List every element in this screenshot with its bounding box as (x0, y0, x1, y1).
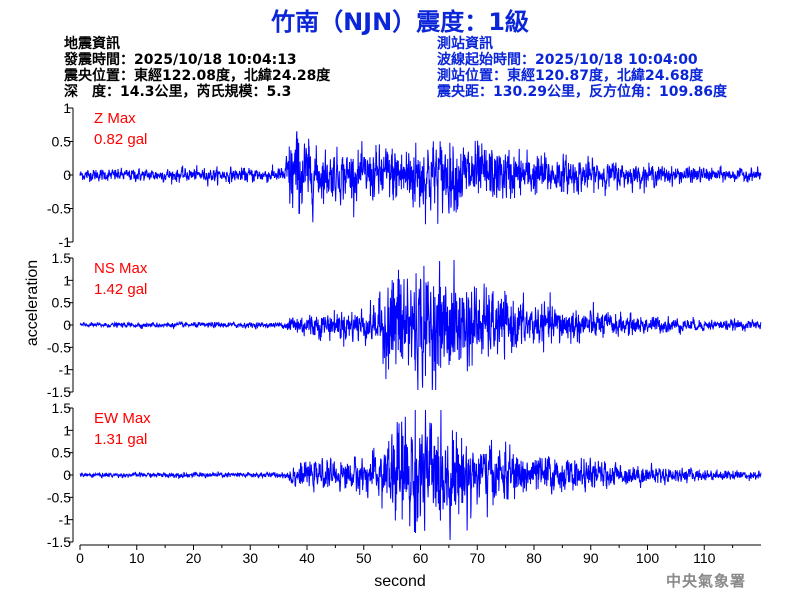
x-tick-label: 70 (469, 550, 485, 566)
x-tick-label: 100 (636, 550, 660, 566)
y-tick-label: 0 (63, 167, 71, 183)
station-info-heading: 測站資訊 (437, 36, 493, 52)
x-tick-label: 10 (129, 550, 145, 566)
panel-z: -1 -0.5 0 0.5 1 Z Max 0.82 gal (47, 100, 762, 250)
trace-ew (79, 410, 762, 540)
x-tick-label: 80 (526, 550, 542, 566)
depth-magnitude: 深 度：14.3公里，芮氏規模：5.3 (64, 84, 292, 100)
origin-time: 發震時間：2025/10/18 10:04:13 (64, 52, 297, 68)
max-label-ns: NS Max (94, 260, 148, 277)
max-label-z: Z Max (94, 110, 136, 127)
y-tick-label: 1 (63, 422, 71, 438)
x-tick-label: 20 (186, 550, 202, 566)
y-tick-label: 0.5 (52, 445, 72, 461)
station-location: 測站位置：東經120.87度，北緯24.68度 (437, 68, 704, 84)
wave-start-time: 波線起始時間：2025/10/18 10:04:00 (437, 52, 698, 68)
x-axis: 0 10 20 30 40 50 60 70 80 90 100 110 (76, 544, 761, 566)
y-tick-label: 1 (63, 100, 71, 116)
y-tick-label: 0 (63, 467, 71, 483)
x-tick-label: 90 (583, 550, 599, 566)
max-label-ew: EW Max (94, 410, 151, 427)
agency-credit: 中央氣象署 (665, 572, 746, 590)
y-tick-label: -1 (59, 512, 72, 528)
y-tick-label: 1.5 (52, 250, 72, 266)
y-tick-label: -0.5 (47, 489, 71, 505)
y-axis-label: acceleration (24, 260, 41, 346)
y-tick-label: -1 (59, 362, 72, 378)
x-axis-label: second (374, 573, 426, 590)
y-tick-label: -0.5 (47, 339, 71, 355)
y-tick-label: 0.5 (52, 295, 72, 311)
y-tick-label: -0.5 (47, 201, 71, 217)
x-tick-label: 110 (693, 550, 716, 566)
epicenter-location: 震央位置：東經122.08度，北緯24.28度 (64, 68, 331, 84)
y-tick-label: 1 (63, 272, 71, 288)
trace-ns (79, 260, 762, 391)
x-tick-label: 30 (242, 550, 258, 566)
y-tick-label: -1.5 (47, 534, 71, 550)
distance-azimuth: 震央距：130.29公里，反方位角：109.86度 (437, 84, 728, 100)
y-tick-label: 0.5 (52, 134, 72, 150)
station-info-block: 測站資訊 波線起始時間：2025/10/18 10:04:00 測站位置：東經1… (437, 36, 727, 100)
y-tick-label: 1.5 (52, 400, 72, 416)
x-tick-label: 0 (76, 550, 84, 566)
x-tick-label: 40 (299, 550, 315, 566)
y-tick-label: 0 (63, 317, 71, 333)
quake-info-block: 地震資訊 發震時間：2025/10/18 10:04:13 震央位置：東經122… (64, 36, 330, 100)
quake-info-heading: 地震資訊 (64, 36, 120, 52)
panel-ns: -1.5 -1 -0.5 0 0.5 1 1.5 NS Max 1.42 gal (47, 250, 762, 400)
panel-ew: -1.5 -1 -0.5 0 0.5 1 1.5 EW Max 1.31 gal (47, 400, 762, 550)
chart-title: 竹南（NJN）震度：1級 (271, 8, 529, 36)
max-value-ns: 1.42 gal (94, 281, 147, 298)
x-tick-label: 60 (413, 550, 429, 566)
y-tick-label: -1.5 (47, 384, 71, 400)
x-tick-label: 50 (356, 550, 372, 566)
trace-z (79, 131, 762, 225)
y-tick-label: -1 (59, 234, 72, 250)
max-value-ew: 1.31 gal (94, 431, 147, 448)
max-value-z: 0.82 gal (94, 131, 147, 148)
